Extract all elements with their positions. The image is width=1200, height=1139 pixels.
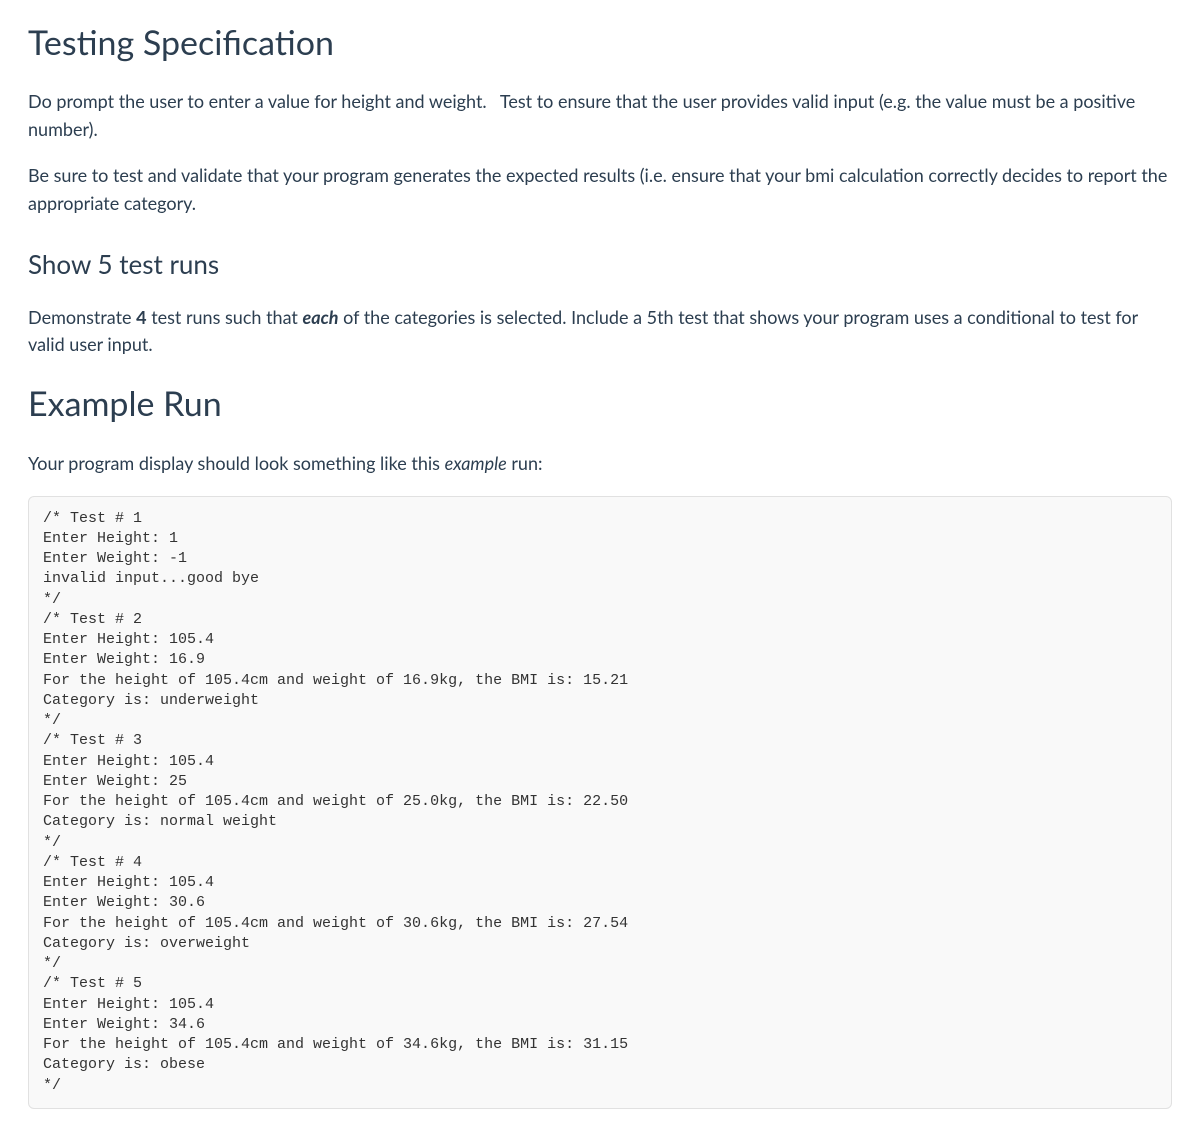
- paragraph-demonstrate: Demonstrate 4 test runs such that each o…: [28, 304, 1172, 360]
- text-demonstrate-a: Demonstrate: [28, 306, 136, 328]
- text-example-italic: example: [445, 452, 507, 474]
- text-demonstrate-bold-4: 4: [136, 306, 146, 328]
- paragraph-prompt-instructions: Do prompt the user to enter a value for …: [28, 88, 1172, 144]
- paragraph-example-intro: Your program display should look somethi…: [28, 450, 1172, 478]
- text-demonstrate-c: test runs such that: [147, 306, 303, 328]
- code-block-example-output: /* Test # 1 Enter Height: 1 Enter Weight…: [28, 496, 1172, 1109]
- heading-example-run: Example Run: [28, 377, 1172, 431]
- paragraph-validate-instructions: Be sure to test and validate that your p…: [28, 162, 1172, 218]
- heading-testing-specification: Testing Specification: [28, 16, 1172, 70]
- text-example-a: Your program display should look somethi…: [28, 452, 445, 474]
- text-demonstrate-each: each: [302, 306, 338, 328]
- text-example-c: run:: [507, 452, 543, 474]
- heading-show-5-test-runs: Show 5 test runs: [28, 244, 1172, 286]
